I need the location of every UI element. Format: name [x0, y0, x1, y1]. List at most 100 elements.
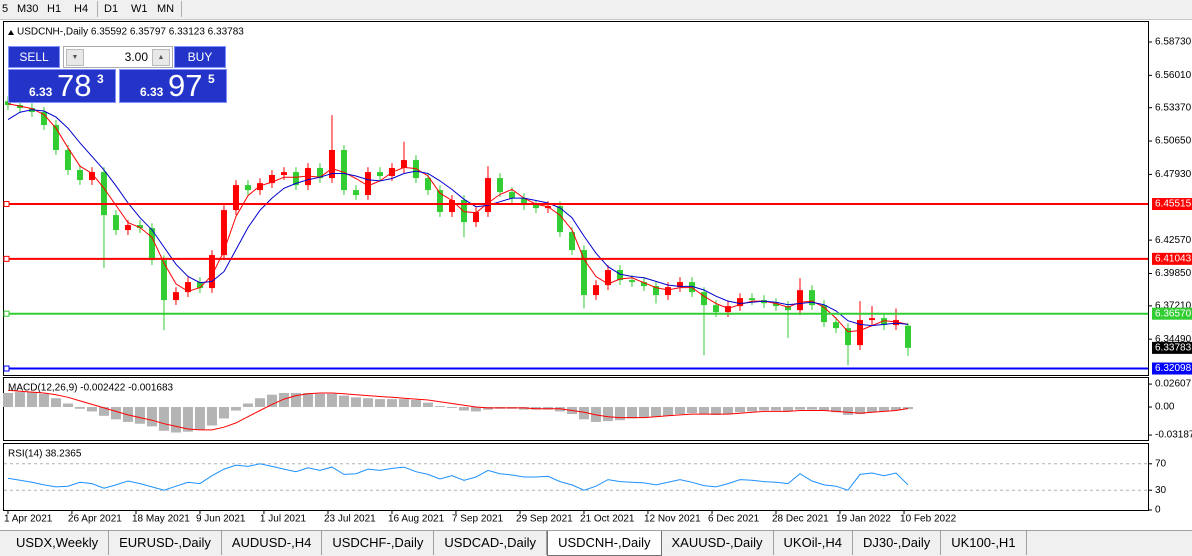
candle-body	[736, 298, 743, 307]
chart-tab[interactable]: XAUUSD-,Daily	[662, 531, 774, 555]
x-tick-label: 19 Jan 2022	[836, 514, 891, 525]
chart-tab[interactable]: DJ30-,Daily	[853, 531, 942, 555]
sell-button[interactable]: SELL	[8, 46, 60, 68]
candle-body	[280, 172, 287, 176]
macd-bar	[146, 407, 157, 427]
timeframe-button[interactable]: D1	[104, 3, 119, 15]
candle-body	[520, 198, 527, 206]
macd-bar	[638, 407, 649, 418]
timeframe-button[interactable]: M30	[17, 3, 39, 15]
candle-body	[592, 285, 599, 296]
macd-bar	[2, 392, 13, 408]
candle-body	[364, 172, 371, 196]
macd-bar	[278, 392, 289, 408]
candle-body	[628, 280, 635, 283]
x-tick-label: 1 Jul 2021	[260, 514, 307, 525]
chart-tab[interactable]: AUDUSD-,H4	[222, 531, 323, 555]
y-tick-label: 0.02607	[1155, 379, 1192, 390]
candle-body	[652, 286, 659, 296]
macd-panel-frame	[3, 377, 1149, 441]
level-label: 6.41043	[1155, 253, 1192, 264]
candle-body	[868, 318, 875, 321]
chart-tab[interactable]: UKOil-,H4	[774, 531, 854, 555]
y-tick-label: 0	[1155, 505, 1161, 516]
candle-body	[508, 192, 515, 199]
macd-bar	[614, 407, 625, 421]
separator	[181, 1, 182, 17]
separator	[97, 1, 98, 17]
macd-bar	[674, 407, 685, 415]
candle-body	[4, 101, 11, 106]
macd-bar	[26, 392, 37, 408]
candle-body	[376, 172, 383, 177]
candle-body	[604, 270, 611, 286]
buy-price[interactable]: 6.33 97 5	[119, 68, 227, 103]
candle-body	[244, 185, 251, 191]
macd-bar	[86, 407, 97, 412]
candle-body	[856, 320, 863, 346]
candle-body	[712, 305, 719, 313]
candle-body	[76, 169, 83, 181]
x-tick-label: 28 Dec 2021	[772, 514, 829, 525]
candle-body	[796, 290, 803, 311]
sell-price[interactable]: 6.33 78 3	[8, 68, 116, 103]
increase-button[interactable]: ▲	[152, 49, 170, 66]
level-label: 6.32098	[1155, 363, 1192, 374]
candle-body	[496, 178, 503, 193]
panel-title: RSI(14) 38.2365	[8, 449, 82, 460]
macd-bar	[458, 407, 469, 411]
y-tick-label: 0.00	[1155, 402, 1175, 413]
candle-body	[196, 282, 203, 289]
macd-bar	[386, 399, 397, 408]
y-tick-label: 6.53370	[1155, 102, 1192, 113]
lot-input[interactable]: ▼ 3.00 ▲	[63, 46, 173, 68]
chart-tab[interactable]: USDCAD-,Daily	[434, 531, 548, 555]
macd-bar	[326, 393, 337, 408]
macd-bar	[350, 397, 361, 408]
macd-bar	[698, 407, 709, 415]
y-tick-label: -0.03187	[1155, 430, 1192, 441]
level-handle	[3, 201, 10, 208]
chart-tab[interactable]: USDCNH-,Daily	[547, 531, 662, 556]
candle-body	[724, 306, 731, 313]
macd-bar	[410, 399, 421, 408]
candle-body	[304, 168, 311, 186]
macd-bar	[38, 393, 49, 408]
macd-bar	[650, 407, 661, 417]
y-tick-label: 6.56010	[1155, 70, 1192, 81]
timeframe-button[interactable]: W1	[131, 3, 148, 15]
chart-tab[interactable]: USDCHF-,Daily	[322, 531, 435, 555]
timeframe-button[interactable]: H4	[74, 3, 89, 15]
chart: 6.58730 6.56010 6.53370 6.50650 6.47930 6.425…	[0, 19, 1192, 530]
candle-body	[112, 215, 119, 231]
candle-body	[832, 322, 839, 329]
chart-tab[interactable]: USDX,Weekly	[6, 531, 110, 555]
moving-average	[7, 109, 909, 327]
candle-body	[328, 150, 335, 179]
current-price-label: 6.33783	[1155, 343, 1192, 354]
candle-body	[52, 124, 59, 151]
indicator-line	[7, 463, 909, 491]
collapse-icon[interactable]	[8, 30, 14, 35]
timeframe-button[interactable]: H1	[47, 3, 62, 15]
macd-bar	[854, 407, 865, 415]
macd-bar	[830, 407, 841, 413]
macd-bar	[878, 407, 889, 412]
chart-tab[interactable]: UK100-,H1	[941, 531, 1027, 555]
candle-body	[352, 190, 359, 196]
candle-body	[220, 210, 227, 256]
chart-tab[interactable]: EURUSD-,Daily	[109, 531, 222, 555]
buy-button[interactable]: BUY	[174, 46, 226, 68]
level-label: 6.36570	[1155, 308, 1192, 319]
timeframe-button[interactable]: 5	[2, 3, 9, 15]
decrease-button[interactable]: ▼	[66, 49, 84, 66]
timeframe-button[interactable]: MN	[157, 3, 175, 15]
candle-body	[88, 172, 95, 181]
macd-bar	[158, 407, 169, 431]
candle-body	[448, 200, 455, 213]
y-tick-label: 6.47930	[1155, 169, 1192, 180]
candle-body	[772, 303, 779, 307]
lot-value: 3.00	[124, 50, 148, 64]
macd-bar	[50, 398, 61, 408]
level-handle	[3, 255, 10, 262]
